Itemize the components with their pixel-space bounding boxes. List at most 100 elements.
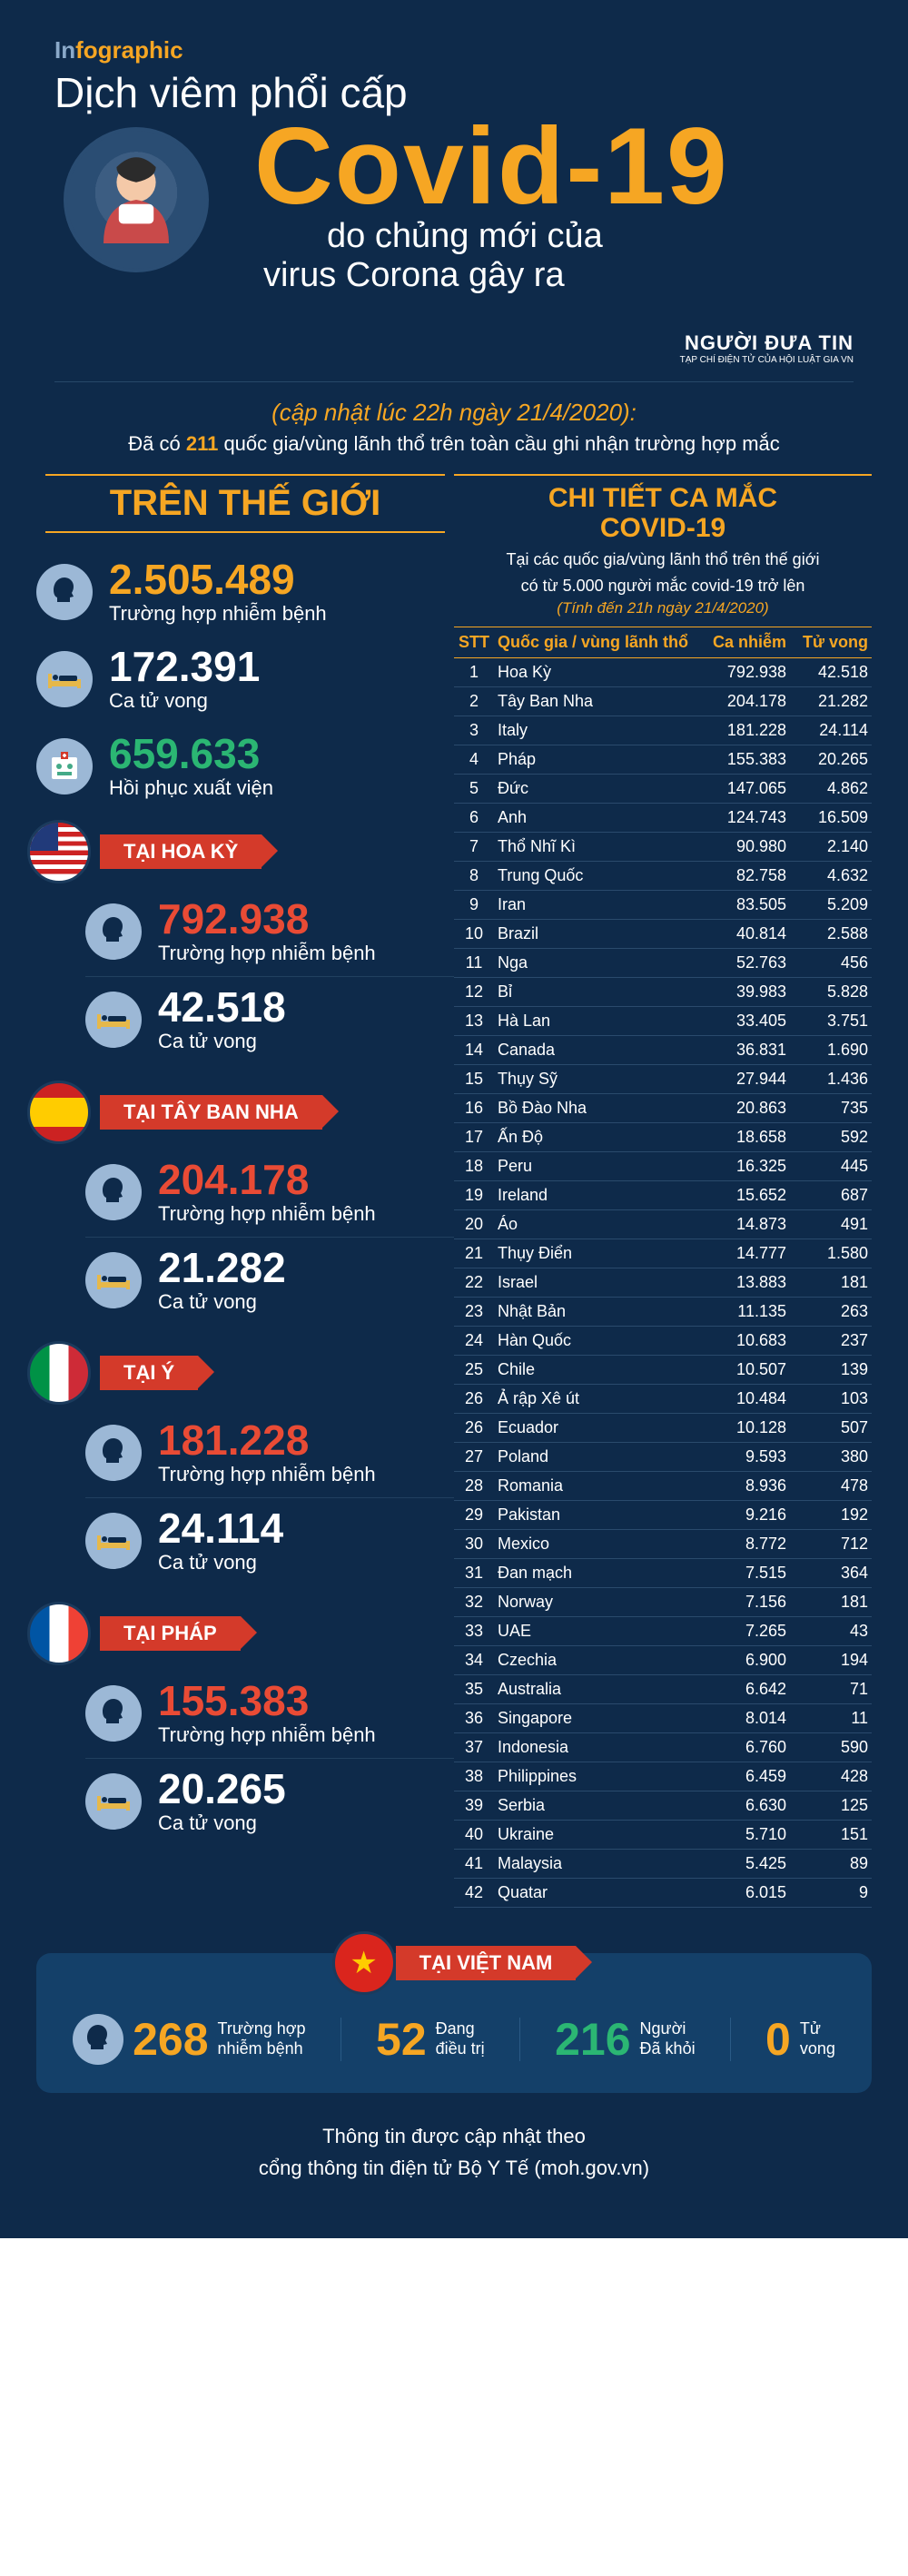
vn-stat: 216NgườiĐã khỏi xyxy=(555,2013,695,2066)
table-cell: 15.652 xyxy=(708,1181,790,1210)
table-cell: 9 xyxy=(790,1879,872,1908)
table-title-2: COVID-19 xyxy=(600,513,725,543)
stat-label: Trường hợp nhiễm bệnh xyxy=(158,1723,376,1747)
table-cell: 37 xyxy=(454,1733,494,1762)
table-cell: 13 xyxy=(454,1007,494,1036)
table-cell: Malaysia xyxy=(494,1850,708,1879)
hospital-icon xyxy=(36,738,93,795)
table-cell: 9.593 xyxy=(708,1443,790,1472)
table-cell: 139 xyxy=(790,1356,872,1385)
table-cell: 3 xyxy=(454,716,494,745)
table-cell: 103 xyxy=(790,1385,872,1414)
flag-it-icon xyxy=(27,1341,91,1405)
table-row: 4Pháp155.38320.265 xyxy=(454,745,872,775)
update-pre: Đã có xyxy=(128,432,186,455)
table-cell: 194 xyxy=(790,1646,872,1675)
table-cell: Singapore xyxy=(494,1704,708,1733)
divider xyxy=(54,381,854,382)
table-cell: 1.580 xyxy=(790,1239,872,1268)
table-cell: 30 xyxy=(454,1530,494,1559)
country-stats: 155.383Trường hợp nhiễm bệnh20.265Ca tử … xyxy=(36,1665,454,1846)
table-cell: 17 xyxy=(454,1123,494,1152)
stat-row: 24.114Ca tử vong xyxy=(85,1507,454,1585)
table-row: 5Đức147.0654.862 xyxy=(454,775,872,804)
title-covid: Covid-19 xyxy=(254,112,854,221)
stat-row: 659.633Hồi phục xuất viện xyxy=(36,733,454,800)
table-row: 9Iran83.5055.209 xyxy=(454,891,872,920)
stat-label: Trường hợp nhiễm bệnh xyxy=(158,1202,376,1226)
table-cell: 147.065 xyxy=(708,775,790,804)
vn-label: Đangđiều trị xyxy=(436,2019,485,2058)
table-row: 26Ả rập Xê út10.484103 xyxy=(454,1385,872,1414)
table-body: 1Hoa Kỳ792.93842.5182Tây Ban Nha204.1782… xyxy=(454,658,872,1908)
stat-text: 24.114Ca tử vong xyxy=(158,1507,283,1574)
publisher-logo: NGƯỜI ĐƯA TIN TẠP CHÍ ĐIỆN TỬ CỦA HỘI LU… xyxy=(0,322,908,365)
table-cell: Ireland xyxy=(494,1181,708,1210)
table-cell: Poland xyxy=(494,1443,708,1472)
table-cell: Thụy Sỹ xyxy=(494,1065,708,1094)
table-cell: 11.135 xyxy=(708,1298,790,1327)
stat-text: 20.265Ca tử vong xyxy=(158,1768,286,1835)
table-cell: 10.507 xyxy=(708,1356,790,1385)
stat-label: Ca tử vong xyxy=(158,1811,286,1835)
country-ribbon: TẠI TÂY BAN NHA xyxy=(100,1095,322,1130)
table-cell: UAE xyxy=(494,1617,708,1646)
table-row: 26Ecuador10.128507 xyxy=(454,1414,872,1443)
header: Infographic Dịch viêm phổi cấp Covid-19 … xyxy=(0,0,908,322)
stat-text: 181.228Trường hợp nhiễm bệnh xyxy=(158,1419,376,1486)
table-cell: 4.632 xyxy=(790,862,872,891)
table-cell: 3.751 xyxy=(790,1007,872,1036)
stat-row: 181.228Trường hợp nhiễm bệnh xyxy=(85,1419,454,1498)
table-note: (Tính đến 21h ngày 21/4/2020) xyxy=(454,599,872,617)
table-cell: 36 xyxy=(454,1704,494,1733)
table-row: 37Indonesia6.760590 xyxy=(454,1733,872,1762)
table-cell: Hàn Quốc xyxy=(494,1327,708,1356)
left-column: TRÊN THẾ GIỚI 2.505.489Trường hợp nhiễm … xyxy=(36,474,454,1908)
table-cell: 18.658 xyxy=(708,1123,790,1152)
table-cell: 33 xyxy=(454,1617,494,1646)
table-cell: Bỉ xyxy=(494,978,708,1007)
table-row: 24Hàn Quốc10.683237 xyxy=(454,1327,872,1356)
stat-value: 2.505.489 xyxy=(109,558,327,600)
stat-label: Hồi phục xuất viện xyxy=(109,776,273,800)
table-cell: Peru xyxy=(494,1152,708,1181)
table-cell: 8.014 xyxy=(708,1704,790,1733)
table-row: 29Pakistan9.216192 xyxy=(454,1501,872,1530)
country-header: TẠI PHÁP xyxy=(27,1602,454,1665)
table-col: STT xyxy=(454,627,494,658)
table-cell: 8 xyxy=(454,862,494,891)
vietnam-header: TẠI VIỆT NAM xyxy=(64,1931,844,1995)
stat-value: 172.391 xyxy=(109,646,260,687)
table-cell: 14.777 xyxy=(708,1239,790,1268)
flag-fr-icon xyxy=(27,1602,91,1665)
kicker-in: In xyxy=(54,36,75,64)
table-cell: Czechia xyxy=(494,1646,708,1675)
bed-icon xyxy=(85,1252,142,1308)
head-icon xyxy=(85,1425,142,1481)
table-sub2: có từ 5.000 người mắc covid-19 trở lên xyxy=(454,577,872,596)
table-row: 38Philippines6.459428 xyxy=(454,1762,872,1791)
table-cell: Nga xyxy=(494,949,708,978)
table-cell: Serbia xyxy=(494,1791,708,1821)
table-row: 41Malaysia5.42589 xyxy=(454,1850,872,1879)
table-cell: 445 xyxy=(790,1152,872,1181)
table-cell: Thụy Điển xyxy=(494,1239,708,1268)
table-cell: 181 xyxy=(790,1268,872,1298)
table-row: 16Bồ Đào Nha20.863735 xyxy=(454,1094,872,1123)
table-cell: 16 xyxy=(454,1094,494,1123)
table-row: 3Italy181.22824.114 xyxy=(454,716,872,745)
table-cell: 31 xyxy=(454,1559,494,1588)
table-cell: 2.140 xyxy=(790,833,872,862)
table-row: 23Nhật Bản11.135263 xyxy=(454,1298,872,1327)
stat-row: 42.518Ca tử vong xyxy=(85,986,454,1064)
update-count: 211 xyxy=(186,432,219,455)
table-cell: 19 xyxy=(454,1181,494,1210)
stat-row: 21.282Ca tử vong xyxy=(85,1247,454,1325)
table-cell: Mexico xyxy=(494,1530,708,1559)
stat-value: 20.265 xyxy=(158,1768,286,1810)
table-row: 17Ấn Độ18.658592 xyxy=(454,1123,872,1152)
table-cell: 735 xyxy=(790,1094,872,1123)
table-cell: 7 xyxy=(454,833,494,862)
table-cell: Áo xyxy=(494,1210,708,1239)
table-row: 15Thụy Sỹ27.9441.436 xyxy=(454,1065,872,1094)
